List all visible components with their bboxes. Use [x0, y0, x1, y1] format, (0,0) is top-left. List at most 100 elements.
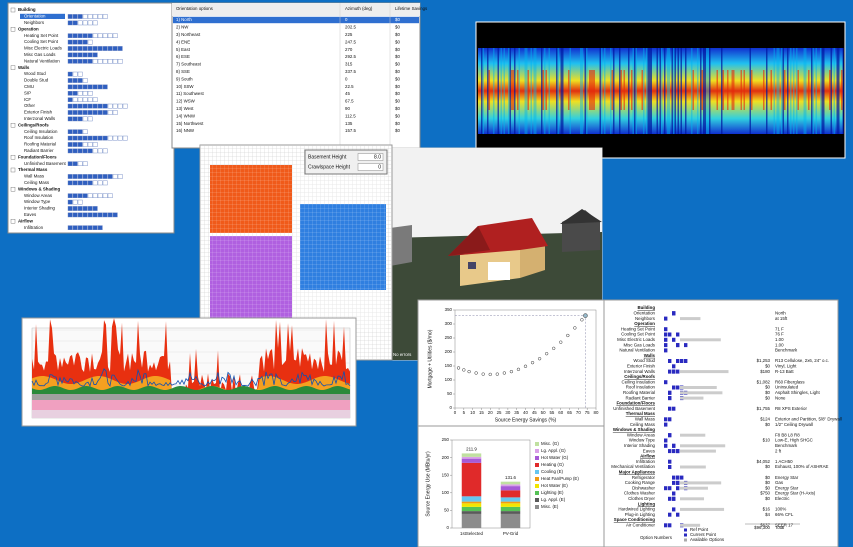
summary-value: 71 F [775, 326, 784, 331]
heat-stripe [773, 48, 775, 134]
y-tick-label: 250 [442, 437, 450, 442]
table-cell: 90 [345, 106, 350, 111]
summary-label: Clothes Washer [624, 491, 656, 496]
option-marker [664, 337, 668, 342]
summary-value: R8 XPS Exterior [775, 406, 808, 411]
option-range [680, 338, 721, 342]
expander [10, 65, 16, 70]
heat-stripe [784, 70, 786, 110]
heat-stripe [766, 48, 768, 134]
legend-swatch [535, 463, 539, 467]
tree-item: CMU [24, 84, 34, 89]
option-marker [664, 316, 668, 321]
option-cell [72, 161, 78, 167]
y-tick-label: 0 [450, 405, 453, 410]
line-trace [31, 368, 351, 388]
option-cell [67, 135, 73, 141]
heat-stripe [580, 48, 582, 134]
y-axis-label: Mortgage + Utilities ($/mo) [427, 329, 433, 388]
summary-value: Vinyl, Light [775, 363, 797, 368]
option-cell [87, 142, 93, 147]
option-cell [87, 180, 93, 186]
option-cell [67, 39, 73, 45]
option-cell [82, 193, 88, 199]
heat-stripe [787, 48, 789, 134]
table-cell: 4) ENE [176, 39, 190, 44]
option-range [680, 444, 726, 448]
option-cell [77, 78, 83, 83]
heat-stripe [659, 48, 661, 134]
option-cell [77, 161, 83, 167]
option-marker [672, 406, 676, 411]
summary-heading: Windows & Shading [613, 427, 655, 432]
summary-cost: $16 [763, 507, 771, 512]
option-marker [672, 480, 676, 485]
heat-stripe [533, 48, 535, 134]
option-cell [92, 206, 98, 211]
table-cell: $0 [395, 84, 400, 89]
option-cell [77, 116, 83, 122]
option-cell [112, 174, 118, 179]
option-cell [87, 206, 93, 211]
option-cell [87, 90, 93, 96]
heat-stripe [568, 70, 570, 110]
heat-stripe [650, 48, 652, 134]
option-cell [102, 193, 108, 199]
heat-stripe [487, 48, 489, 134]
option-cell [92, 97, 98, 102]
legend-label: Heat Fan/Pump (E) [541, 476, 579, 481]
x-tick-label: 1stSelected [460, 531, 484, 536]
option-marker [668, 417, 672, 422]
tree-heading: Airflow [18, 218, 33, 223]
heat-stripe [592, 70, 594, 110]
option-marker [668, 406, 672, 411]
option-cell [87, 193, 93, 199]
option-cell [82, 46, 88, 51]
option-cell [77, 148, 83, 154]
bar-chart: 0 50 100 150 200 250 Source Energy Use (MBtu/y… [425, 437, 579, 536]
summary-cost: $0 [765, 385, 770, 390]
option-cell [72, 199, 78, 205]
option-cell [87, 33, 93, 38]
heat-stripe [815, 48, 817, 134]
option-marker [664, 443, 668, 448]
legend-label: Cooling (E) [541, 469, 563, 474]
heat-stripe [503, 48, 505, 134]
option-cell [87, 148, 93, 154]
legend-label: Lg. Appl. (E) [541, 497, 566, 502]
y-tick-label: 300 [445, 321, 453, 326]
field-value: 8.0 [374, 154, 381, 160]
column-header: Orientation options [176, 6, 214, 11]
total-cost: $96,300 [754, 525, 770, 530]
summary-label: Refrigerator [632, 475, 656, 480]
option-marker [668, 523, 672, 528]
legend-swatch [535, 498, 539, 502]
legend-marker [684, 538, 687, 542]
legend-swatch [535, 491, 539, 495]
table-cell: 14) WNW [176, 113, 196, 118]
bar-segment [500, 506, 521, 512]
option-marker [668, 486, 672, 491]
heat-stripe [649, 48, 651, 134]
plot-frame [451, 439, 531, 529]
scatter-point [495, 372, 499, 376]
summary-value: SEER 17 [775, 522, 794, 527]
bar-segment [461, 462, 482, 497]
summary-heading: Lighting [638, 501, 656, 506]
heat-stripe [548, 48, 550, 134]
legend-swatch [535, 442, 539, 446]
summary-value: Electric [775, 496, 790, 501]
heat-stripe [661, 48, 663, 134]
table-cell: $0 [395, 91, 400, 96]
option-marker [664, 348, 668, 353]
option-cell [77, 206, 83, 211]
bar-segment [500, 503, 521, 507]
y-tick-label: 200 [442, 455, 450, 460]
bar-segment [461, 503, 482, 507]
summary-heading: Ceilings/Roofs [624, 374, 655, 379]
table-cell: $0 [395, 39, 400, 44]
table-cell: 16) NNW [176, 128, 195, 133]
summary-label: Window Areas [627, 432, 656, 437]
summary-cost: $637 [760, 522, 770, 527]
option-cell [87, 103, 93, 109]
